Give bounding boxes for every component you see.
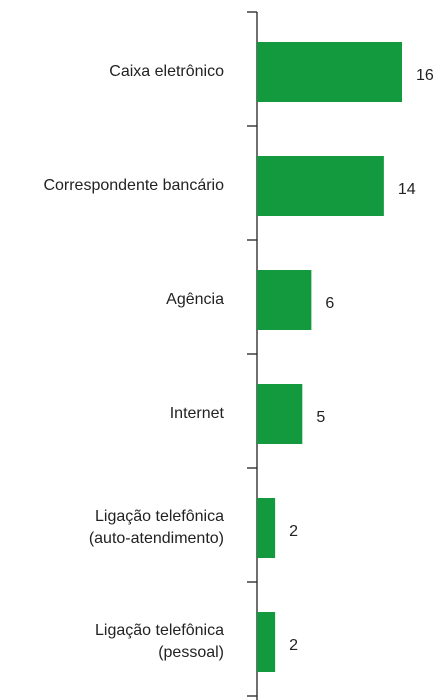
value-label: 16 [416,67,434,84]
bar [257,384,303,444]
bar [257,42,402,102]
category-label: Caixa eletrônico [109,63,224,80]
category-label: Ligação telefônica (pessoal) [95,622,224,661]
value-label: 14 [398,181,416,198]
bar [257,498,276,558]
category-label: Internet [170,405,225,422]
value-label: 6 [325,295,334,312]
bar [257,270,312,330]
bar [257,156,384,216]
value-label: 2 [289,523,298,540]
value-label: 5 [316,409,325,426]
bar [257,612,276,672]
category-label: Ligação telefônica (auto-atendimento) [89,508,224,547]
category-label: Agência [166,291,224,308]
category-label: Correspondente bancário [43,177,224,194]
value-label: 2 [289,637,298,654]
